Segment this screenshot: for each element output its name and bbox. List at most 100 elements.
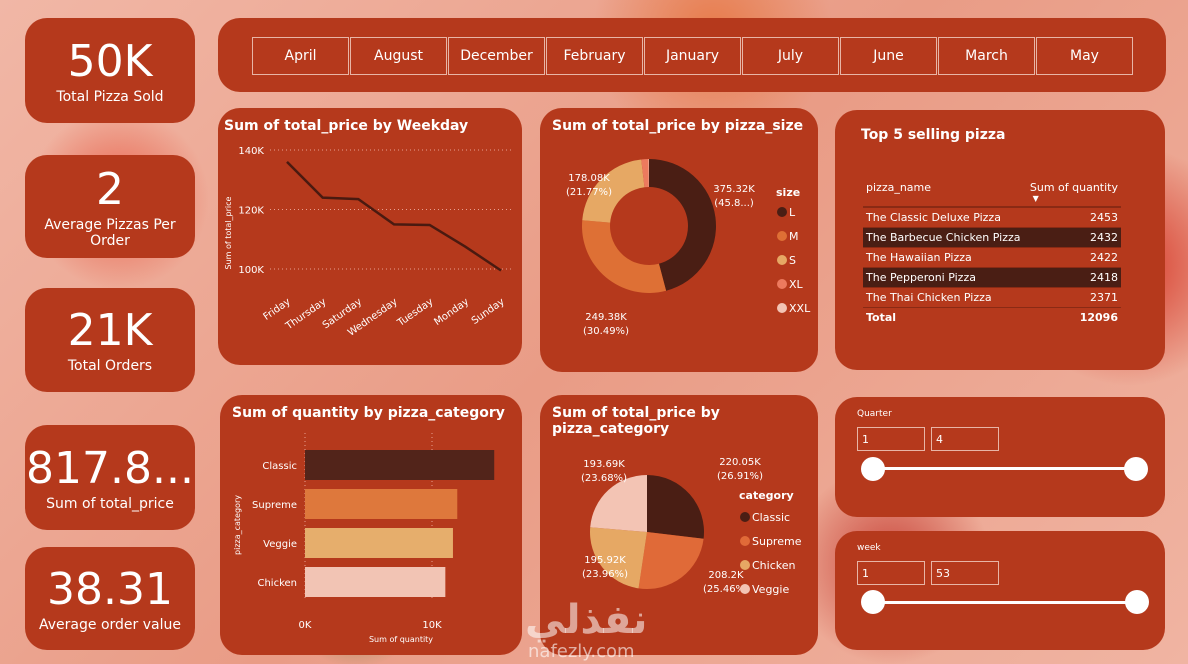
- x-axis-title: Sum of quantity: [369, 635, 433, 644]
- kpi-total-orders: 21K Total Orders: [25, 288, 195, 392]
- x-tick-label: Friday: [262, 296, 293, 322]
- month-button-july[interactable]: July: [742, 37, 839, 75]
- y-tick-label: Veggie: [263, 539, 297, 550]
- slice-supreme: [638, 532, 704, 589]
- month-button-may[interactable]: May: [1036, 37, 1133, 75]
- size-donut-chart-card: Sum of total_price by pizza_size 375.32K…: [540, 108, 818, 372]
- legend-marker: [740, 560, 750, 570]
- cell-pizza-name: The Barbecue Chicken Pizza: [863, 227, 1026, 248]
- legend-label-supreme: Supreme: [752, 535, 802, 548]
- cell-pizza-name: The Pepperoni Pizza: [863, 267, 1026, 288]
- legend-marker: [777, 231, 787, 241]
- table-row[interactable]: The Classic Deluxe Pizza 2453: [863, 207, 1121, 228]
- slider-min-handle[interactable]: [861, 590, 885, 614]
- month-button-april[interactable]: April: [252, 37, 349, 75]
- x-tick-label: Sunday: [470, 296, 507, 327]
- column-header-sum-of-quantity[interactable]: Sum of quantity ▼: [1025, 178, 1121, 208]
- category-bar-chart-card: Sum of quantity by pizza_category 0K 10K C…: [220, 395, 522, 655]
- y-tick-label: Supreme: [252, 500, 297, 511]
- kpi-avg-pizzas-per-order: 2 Average Pizzas Per Order: [25, 155, 195, 258]
- chart-title: Sum of total_price by pizza_size: [552, 118, 804, 134]
- y-tick-label: Chicken: [257, 578, 297, 589]
- kpi-total-pizza-sold: 50K Total Pizza Sold: [25, 18, 195, 123]
- slice-m: [582, 220, 667, 293]
- cell-quantity: 2422: [1025, 247, 1121, 268]
- bar-classic: [305, 450, 495, 480]
- slider-max-handle[interactable]: [1124, 457, 1148, 481]
- column-header-label: Sum of quantity: [1029, 181, 1118, 194]
- week-max-input[interactable]: 53: [931, 561, 999, 585]
- data-label-value: 178.08K: [568, 173, 610, 184]
- table-title: Top 5 selling pizza: [861, 127, 1006, 143]
- kpi-label: Sum of total_price: [46, 495, 174, 512]
- x-tick-label: 10K: [422, 620, 442, 631]
- data-label-value: 220.05K: [719, 457, 761, 468]
- x-tick-label: Tuesday: [395, 296, 436, 329]
- legend-label-xxl: XXL: [789, 302, 811, 315]
- legend-marker: [777, 303, 787, 313]
- table-row[interactable]: The Hawaiian Pizza 2422: [863, 247, 1121, 268]
- legend-label-veggie: Veggie: [752, 583, 789, 596]
- month-button-august[interactable]: August: [350, 37, 447, 75]
- chart-title: Sum of total_price by pizza_category: [552, 405, 720, 437]
- total-label: Total: [866, 311, 897, 324]
- top5-table-card: Top 5 selling pizza pizza_name Sum of qua…: [835, 110, 1165, 370]
- y-tick-label: 140K: [238, 146, 264, 157]
- cell-quantity: 2371: [1025, 287, 1121, 308]
- data-label-value: 208.2K: [708, 570, 744, 581]
- series-line: [286, 161, 502, 272]
- kpi-sum-total-price: 817.8... Sum of total_price: [25, 425, 195, 530]
- slider-min-handle[interactable]: [861, 457, 885, 481]
- month-button-january[interactable]: January: [644, 37, 741, 75]
- month-button-march[interactable]: March: [938, 37, 1035, 75]
- kpi-value: 21K: [67, 305, 153, 356]
- category-pie-chart-card: Sum of total_price by pizza_category 220…: [540, 395, 818, 655]
- slice-veggie: [590, 475, 647, 532]
- legend-label-classic: Classic: [752, 511, 790, 524]
- x-tick-label: 0K: [299, 620, 312, 631]
- legend-marker: [777, 279, 787, 289]
- legend-marker: [740, 536, 750, 546]
- data-label-percent: (45.8...): [714, 198, 754, 209]
- kpi-value: 50K: [67, 35, 153, 87]
- cell-pizza-name: The Hawaiian Pizza: [863, 247, 1026, 268]
- watermark-url: nafezly.com: [528, 641, 635, 662]
- kpi-value: 817.8...: [26, 442, 194, 494]
- quarter-max-input[interactable]: 4: [931, 427, 999, 451]
- table-row[interactable]: The Pepperoni Pizza 2418: [863, 267, 1121, 288]
- kpi-label: Total Orders: [67, 358, 153, 374]
- month-button-june[interactable]: June: [840, 37, 937, 75]
- data-label-percent: (23.68%): [581, 473, 627, 484]
- slice-l: [649, 159, 716, 291]
- slider-track[interactable]: [873, 601, 1135, 604]
- legend-marker: [740, 512, 750, 522]
- kpi-label: Average order value: [39, 616, 181, 633]
- data-label-value: 193.69K: [583, 459, 625, 470]
- cell-quantity: 2453: [1025, 207, 1121, 228]
- data-label-value: 195.92K: [584, 555, 626, 566]
- slider-max-handle[interactable]: [1125, 590, 1149, 614]
- month-button-december[interactable]: December: [448, 37, 545, 75]
- kpi-value: 2: [96, 163, 124, 215]
- y-axis-title: Sum of total_price: [224, 196, 233, 269]
- y-tick-label: 120K: [238, 206, 264, 217]
- category-pie-chart: 220.05K (26.91%) 208.2K (25.46%) 195.92K (23.…: [581, 457, 802, 596]
- table-row[interactable]: The Barbecue Chicken Pizza 2432: [863, 227, 1121, 248]
- quarter-range-slicer: Quarter 1 4: [835, 397, 1165, 517]
- sort-desc-icon: ▼: [1032, 194, 1039, 203]
- month-button-february[interactable]: February: [546, 37, 643, 75]
- bar-supreme: [305, 489, 458, 519]
- slider-track[interactable]: [873, 467, 1135, 470]
- week-range-slicer: week 1 53: [835, 531, 1165, 650]
- table-row[interactable]: The Thai Chicken Pizza 2371: [863, 287, 1121, 308]
- kpi-average-order-value: 38.31 Average order value: [25, 547, 195, 650]
- column-header-pizza-name[interactable]: pizza_name: [863, 178, 1026, 208]
- watermark-logo: نفذلي: [525, 597, 648, 643]
- slice-chicken: [590, 527, 647, 589]
- cell-quantity: 2418: [1025, 267, 1121, 288]
- slicer-label: Quarter: [857, 409, 892, 419]
- quarter-min-input[interactable]: 1: [857, 427, 925, 451]
- week-min-input[interactable]: 1: [857, 561, 925, 585]
- cell-pizza-name: The Classic Deluxe Pizza: [863, 207, 1026, 228]
